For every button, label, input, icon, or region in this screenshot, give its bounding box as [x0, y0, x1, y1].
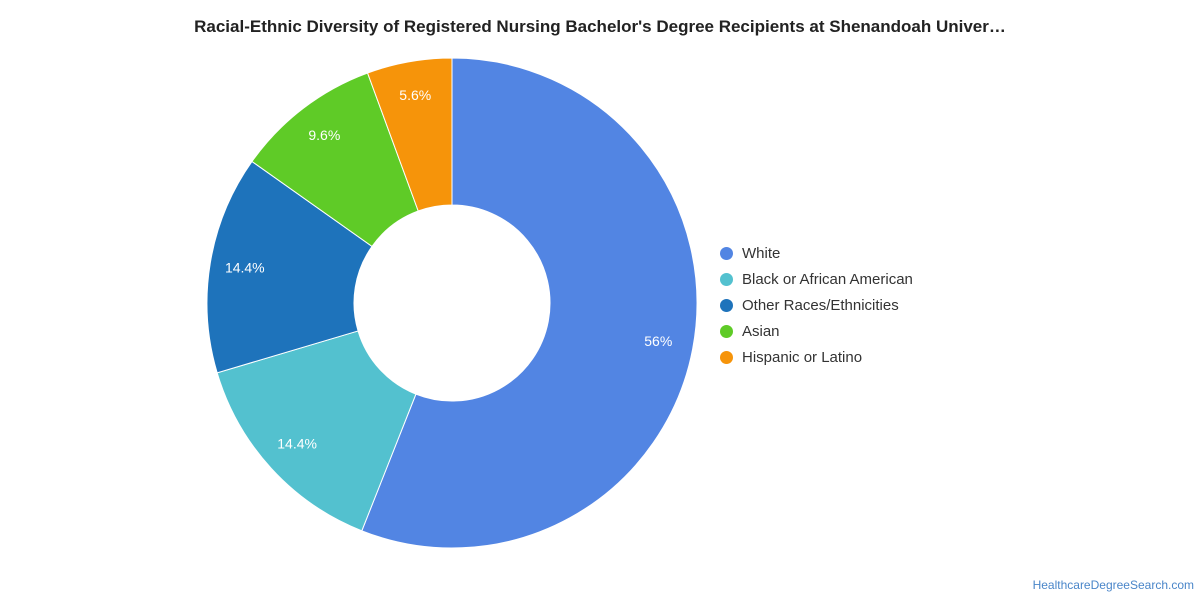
legend-item[interactable]: Hispanic or Latino — [720, 344, 913, 370]
slice-label: 9.6% — [308, 127, 340, 143]
slice-label: 5.6% — [399, 87, 431, 103]
source-link[interactable]: HealthcareDegreeSearch.com — [1032, 578, 1194, 592]
legend-item[interactable]: White — [720, 240, 913, 266]
donut-slice[interactable] — [206, 160, 373, 374]
chart-title: Racial-Ethnic Diversity of Registered Nu… — [194, 17, 1006, 36]
legend-label: White — [742, 244, 781, 262]
slice-label: 14.4% — [277, 436, 317, 452]
donut-slice[interactable] — [361, 57, 698, 549]
slice-label: 56% — [644, 333, 672, 349]
legend-label: Other Races/Ethnicities — [742, 296, 899, 314]
legend-item[interactable]: Other Races/Ethnicities — [720, 292, 913, 318]
legend-swatch — [720, 350, 733, 364]
legend-swatch — [720, 246, 733, 260]
legend-label: Hispanic or Latino — [742, 348, 863, 366]
chart-legend: White Black or African American Other Ra… — [720, 240, 913, 370]
legend-label: Black or African American — [742, 270, 913, 288]
legend-swatch — [720, 324, 733, 338]
slice-label: 14.4% — [225, 260, 265, 276]
legend-item[interactable]: Asian — [720, 318, 913, 344]
donut-slice[interactable] — [366, 57, 453, 212]
legend-swatch — [720, 298, 733, 312]
donut-slice[interactable] — [216, 330, 417, 532]
legend-item[interactable]: Black or African American — [720, 266, 913, 292]
legend-label: Asian — [742, 322, 780, 340]
legend-swatch — [720, 272, 733, 286]
